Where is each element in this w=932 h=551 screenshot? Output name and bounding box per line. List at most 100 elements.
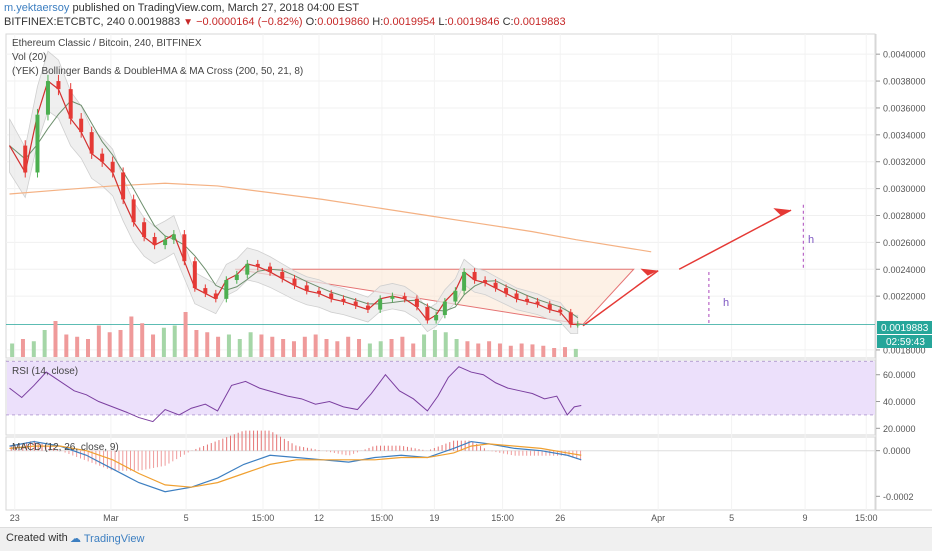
rsi-tick-label: 20.0000 bbox=[883, 424, 916, 434]
price-tick-label: 0.0028000 bbox=[883, 211, 926, 221]
arrowhead-1 bbox=[640, 268, 659, 276]
volume-bar bbox=[454, 339, 459, 357]
volume-bar bbox=[519, 343, 524, 357]
open-value: 0.0019860 bbox=[317, 16, 370, 28]
price-tick-label: 0.0040000 bbox=[883, 50, 926, 60]
volume-bar bbox=[129, 316, 134, 357]
change-value: −0.0000164 (−0.82%) bbox=[196, 16, 303, 28]
volume-bar bbox=[552, 348, 557, 357]
candle-body bbox=[316, 290, 321, 294]
macd-series bbox=[6, 430, 875, 493]
candle-body bbox=[142, 222, 147, 238]
candle-body bbox=[268, 266, 273, 272]
candle-body bbox=[547, 304, 552, 310]
price-tick-label: 0.0038000 bbox=[883, 77, 926, 87]
candle-body bbox=[425, 306, 430, 321]
volume-bar bbox=[291, 341, 296, 357]
indicator-legend[interactable]: (YEK) Bollinger Bands & DoubleHMA & MA C… bbox=[12, 66, 304, 77]
volume-bar bbox=[194, 330, 199, 357]
signal-line bbox=[9, 443, 582, 488]
candle-body bbox=[493, 282, 498, 289]
down-arrow-icon: ▼ bbox=[183, 17, 194, 28]
volume-legend[interactable]: Vol (20) bbox=[12, 52, 47, 63]
volume-bar bbox=[389, 339, 394, 357]
candle-body bbox=[234, 274, 239, 281]
time-tick-label: 15:00 bbox=[855, 513, 878, 523]
candle-body bbox=[171, 234, 176, 240]
candle-body bbox=[163, 239, 168, 246]
volume-bar bbox=[497, 343, 502, 357]
candle-body bbox=[472, 271, 477, 281]
low-value: 0.0019846 bbox=[447, 16, 500, 28]
volume-bar bbox=[20, 339, 25, 357]
price-tick-label: 0.0034000 bbox=[883, 130, 926, 140]
volume-bar bbox=[400, 336, 405, 357]
candle-body bbox=[353, 301, 358, 306]
volume-bar bbox=[205, 332, 210, 357]
volume-bar bbox=[508, 345, 513, 357]
rsi-legend[interactable]: RSI (14, close) bbox=[12, 366, 79, 377]
candle-body bbox=[213, 293, 218, 299]
rsi-tick-label: 60.0000 bbox=[883, 370, 916, 380]
volume-bar bbox=[151, 334, 156, 357]
volume-bar bbox=[226, 334, 231, 357]
time-tick-label: 9 bbox=[803, 513, 808, 523]
volume-bar bbox=[378, 341, 383, 357]
volume-bars bbox=[10, 312, 578, 357]
time-tick-label: 5 bbox=[729, 513, 734, 523]
symbol-label: BITFINEX:ETCBTC, 240 bbox=[4, 16, 126, 28]
candle-body bbox=[35, 114, 40, 173]
volume-bar bbox=[530, 344, 535, 357]
cloud-icon: ☁ bbox=[70, 533, 81, 545]
volume-bar bbox=[10, 343, 15, 357]
candle-body bbox=[100, 153, 105, 162]
candle-body bbox=[89, 132, 94, 154]
candle-body bbox=[121, 172, 126, 200]
chart-canvas[interactable]: 0.0040000 0.0038000 0.0036000 0.0034000 0.00… bbox=[0, 0, 932, 527]
candle-body bbox=[442, 301, 447, 315]
volume-bar bbox=[96, 325, 101, 357]
volume-bar bbox=[248, 332, 253, 357]
open-label: O: bbox=[305, 16, 318, 28]
time-tick-label: Mar bbox=[103, 513, 119, 523]
macd-tick-label: -0.0002 bbox=[883, 492, 914, 502]
macd-legend[interactable]: MACD (12, 26, close, 9) bbox=[12, 442, 119, 453]
price-tick-label: 0.0036000 bbox=[883, 103, 926, 113]
countdown-badge-text: 02:59:43 bbox=[886, 337, 925, 348]
candle-body bbox=[329, 293, 334, 299]
volume-bar bbox=[183, 312, 188, 357]
candle-body bbox=[280, 271, 285, 279]
h-label-2: h bbox=[808, 234, 814, 246]
candle-body bbox=[414, 298, 419, 307]
volume-bar bbox=[411, 343, 416, 357]
time-tick-label: 15:00 bbox=[491, 513, 514, 523]
candle-body bbox=[558, 309, 563, 313]
close-label: C: bbox=[502, 16, 514, 28]
publish-info: published on TradingView.com, March 27, … bbox=[69, 2, 360, 14]
volume-bar bbox=[346, 336, 351, 357]
author-link[interactable]: m.yektaersoy bbox=[4, 2, 70, 14]
brand-text: TradingView bbox=[83, 533, 145, 545]
footer-bar: Created with ☁ TradingView bbox=[0, 527, 932, 551]
macd-pane[interactable] bbox=[5, 436, 876, 511]
volume-bar bbox=[216, 336, 221, 357]
candle-body bbox=[402, 296, 407, 299]
time-tick-label: Apr bbox=[651, 513, 665, 523]
volume-bar bbox=[64, 334, 69, 357]
created-with-label: Created with bbox=[6, 532, 68, 544]
publish-line: m.yektaersoy published on TradingView.co… bbox=[4, 2, 359, 14]
candle-body bbox=[453, 290, 458, 302]
macd-tick-label: 0.0000 bbox=[883, 446, 911, 456]
rsi-band bbox=[7, 361, 875, 415]
tradingview-logo[interactable]: ☁ TradingView bbox=[70, 532, 144, 545]
high-label: H: bbox=[372, 16, 384, 28]
candle-body bbox=[224, 280, 229, 299]
rsi-tick-label: 40.0000 bbox=[883, 397, 916, 407]
volume-bar bbox=[335, 341, 340, 357]
axes: 0.0040000 0.0038000 0.0036000 0.0034000 0.00… bbox=[10, 50, 926, 523]
chart-title[interactable]: Ethereum Classic / Bitcoin, 240, BITFINE… bbox=[12, 38, 202, 49]
time-tick-label: 5 bbox=[184, 513, 189, 523]
candle-body bbox=[68, 89, 73, 119]
volume-bar bbox=[465, 341, 470, 357]
volume-bar bbox=[573, 348, 578, 357]
